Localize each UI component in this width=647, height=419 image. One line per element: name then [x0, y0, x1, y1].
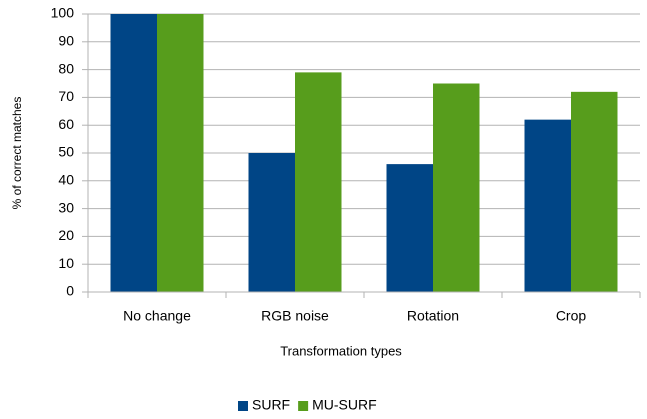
y-tick-label: 80	[58, 60, 74, 76]
x-tick-label: Crop	[556, 308, 587, 324]
legend-swatch	[238, 401, 248, 411]
x-tick-label: RGB noise	[261, 308, 329, 324]
legend-label: SURF	[252, 397, 290, 413]
bar	[295, 72, 342, 292]
y-tick-label: 0	[66, 283, 74, 299]
bar	[157, 14, 204, 292]
bar	[386, 164, 433, 292]
bar	[110, 14, 157, 292]
y-tick-label: 100	[51, 5, 75, 21]
bar	[433, 83, 480, 292]
legend-swatch	[298, 401, 309, 411]
x-tick-label: No change	[123, 308, 191, 324]
y-tick-label: 50	[58, 144, 74, 160]
legend-label: MU-SURF	[312, 397, 377, 413]
bar	[571, 91, 618, 292]
y-tick-label: 30	[58, 199, 74, 215]
bar	[524, 119, 571, 292]
x-tick-label: Rotation	[407, 308, 459, 324]
y-tick-label: 10	[58, 255, 74, 271]
y-tick-label: 20	[58, 227, 74, 243]
y-tick-label: 60	[58, 116, 74, 132]
y-tick-label: 40	[58, 172, 74, 188]
x-axis-label: Transformation types	[280, 343, 402, 358]
y-axis-label: % of correct matches	[10, 97, 24, 210]
y-tick-label: 90	[58, 33, 74, 49]
y-tick-label: 70	[58, 88, 74, 104]
bar	[248, 153, 295, 292]
